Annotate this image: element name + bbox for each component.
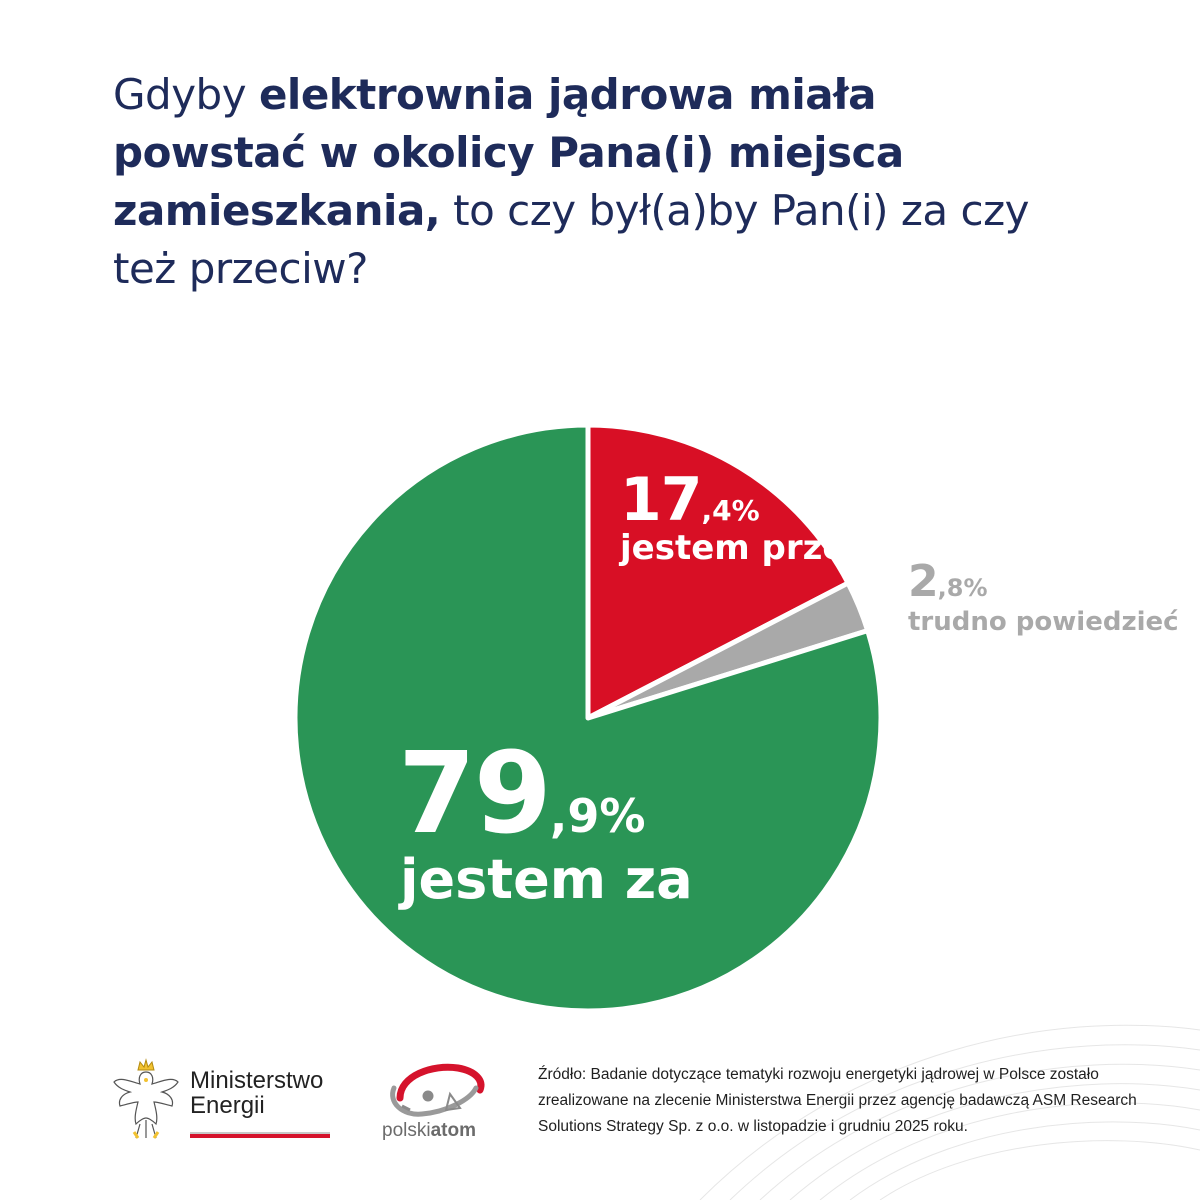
source-note: Źródło: Badanie dotyczące tematyki rozwo… (538, 1066, 1137, 1135)
slice-label-za: 79,9% jestem za (398, 738, 693, 910)
polskiatom-logo: polskiatom (380, 1058, 500, 1148)
atom-icon (390, 1063, 485, 1117)
chart-title: Gdyby elektrownia jądrowa miała powstać … (113, 66, 1073, 298)
ministry-name: Ministerstwo Energii (190, 1068, 323, 1118)
ministry-logo: Ministerstwo Energii (110, 1058, 350, 1148)
slice-value-dec: ,8% (937, 574, 988, 602)
slice-value-dec: ,4% (701, 494, 760, 527)
flag-bar (190, 1132, 330, 1138)
slice-label-text: jestem przeciw (620, 528, 909, 568)
title-bold: elektrownia jądrowa miała powstać w okol… (113, 70, 904, 235)
slice-value-dec: ,9% (549, 789, 646, 843)
pie-slice-1 (585, 422, 851, 721)
slice-value-int: 2 (908, 556, 939, 607)
wordmark-bold: atom (430, 1120, 476, 1141)
title-part2: to czy był(a)by Pan(i) za czy też przeci… (113, 186, 1030, 293)
ministry-name-line2: Energii (190, 1092, 265, 1119)
slice-label-text: trudno powiedzieć (908, 607, 1179, 637)
ministry-name-line1: Ministerstwo (190, 1067, 324, 1094)
eagle-emblem-icon (113, 1058, 179, 1139)
slice-label-przeciw: 17,4% jestem przeciw (620, 470, 909, 566)
title-part1: Gdyby (113, 70, 259, 119)
pie-slice-3 (292, 422, 884, 1014)
slice-label-text: jestem za (400, 848, 693, 911)
slice-label-trudno: 2,8% trudno powiedzieć (908, 558, 1179, 638)
wordmark-prefix: polski (382, 1120, 431, 1141)
slice-value-int: 79 (398, 729, 552, 859)
polskiatom-wordmark: polskiatom (382, 1120, 476, 1142)
slice-value-int: 17 (620, 465, 702, 535)
